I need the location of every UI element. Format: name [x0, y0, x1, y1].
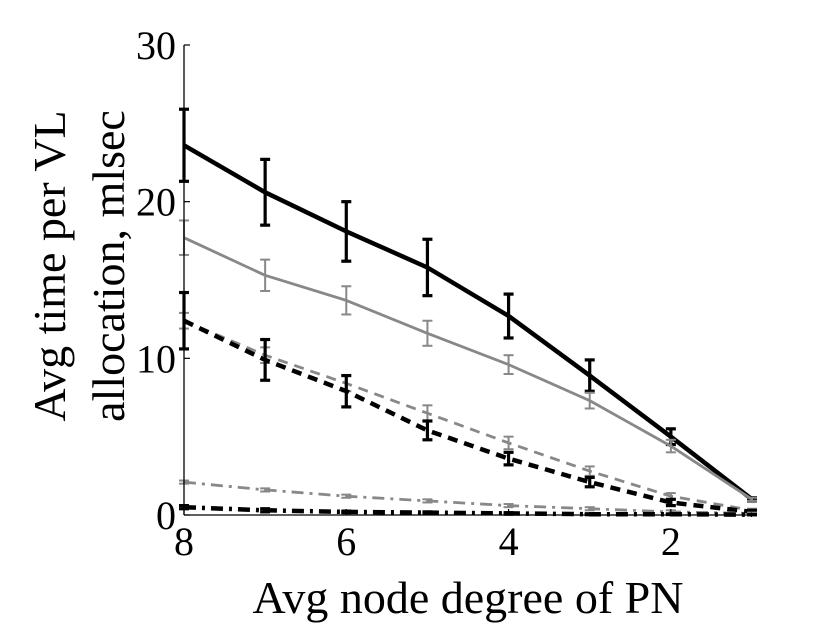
error-bar [665, 497, 676, 508]
x-axis-label: Avg node degree of PN [253, 572, 684, 623]
x-tick-label: 2 [661, 519, 681, 564]
series-line [183, 236, 753, 501]
x-tick-label: 4 [499, 519, 519, 564]
error-bar [260, 258, 271, 292]
series-line [183, 318, 753, 515]
error-bar [260, 337, 271, 382]
error-bar [503, 450, 514, 467]
y-tick-label: 20 [136, 180, 176, 225]
error-bar [503, 435, 514, 451]
y-axis-label-line-1: Avg time per VL [24, 110, 75, 421]
series-line [183, 319, 753, 512]
y-tick-label: 0 [156, 493, 176, 538]
error-bar [260, 157, 271, 227]
error-bar [422, 237, 433, 298]
error-bar [422, 419, 433, 442]
error-bar [260, 507, 271, 514]
error-bar [341, 373, 352, 409]
axes: 0 10 20 30 8 6 4 2 [136, 23, 752, 564]
y-axis-label: Avg time per VL allocation, mlsec [24, 110, 134, 422]
series-4 [179, 290, 757, 516]
error-bar [584, 475, 595, 489]
y-tick-label: 10 [136, 336, 176, 381]
y-axis-label-line-2: allocation, mlsec [83, 110, 134, 422]
error-bar [584, 506, 595, 512]
y-tick-label: 30 [136, 23, 176, 68]
error-bar [422, 510, 433, 516]
error-bar [747, 496, 757, 502]
error-bar [665, 438, 676, 454]
error-bar [584, 391, 595, 410]
error-bar [503, 503, 514, 509]
x-tick-label: 8 [174, 519, 194, 564]
error-bar [422, 319, 433, 347]
plot-area [179, 107, 757, 517]
error-bar [503, 292, 514, 340]
series-line [182, 143, 754, 502]
error-bar [341, 493, 352, 499]
error-bar [341, 285, 352, 316]
error-bar [341, 200, 352, 263]
error-bar [260, 487, 271, 493]
error-bar [584, 358, 595, 393]
x-tick-label: 6 [336, 519, 356, 564]
error-bar [422, 498, 433, 504]
error-bar [503, 354, 514, 375]
